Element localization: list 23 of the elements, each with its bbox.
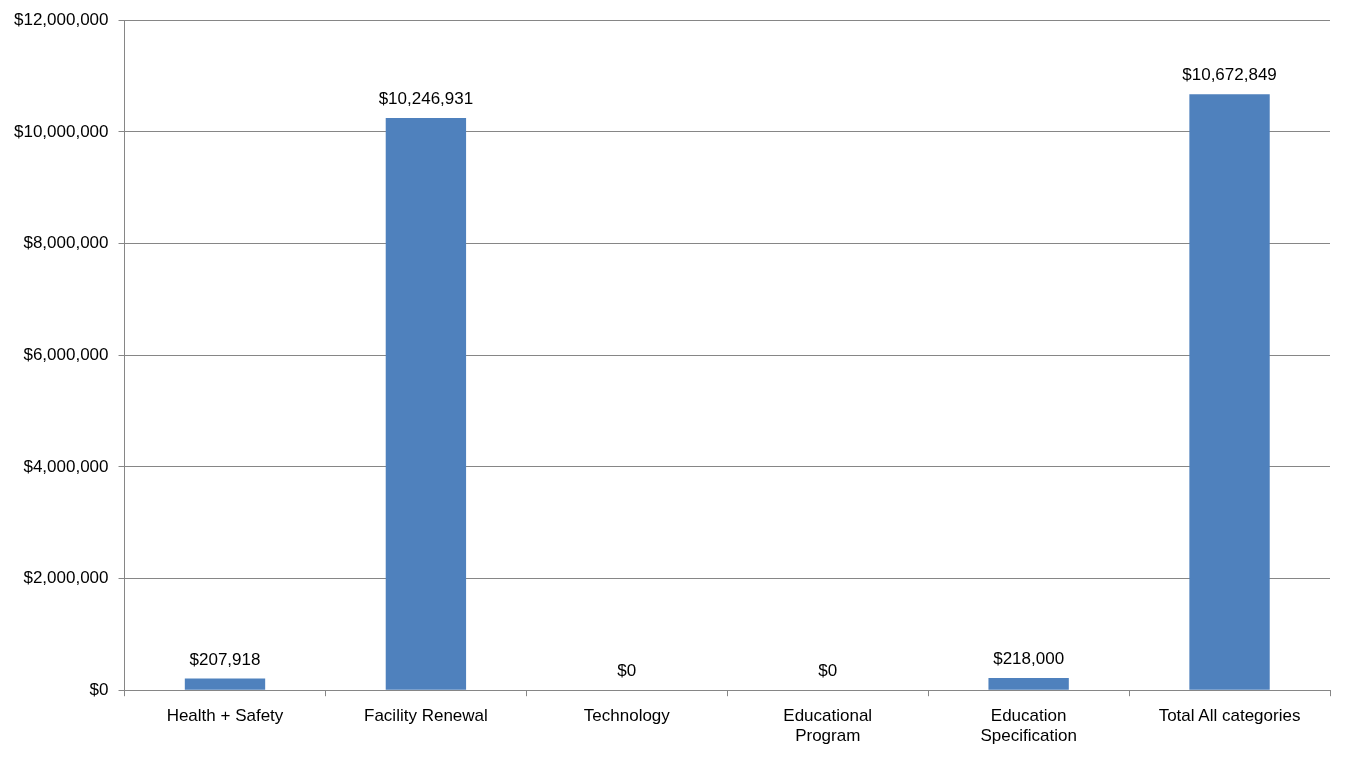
y-tick-label: $8,000,000 xyxy=(23,233,109,253)
y-tick-label: $10,000,000 xyxy=(13,121,109,141)
bar xyxy=(988,678,1069,690)
data-label: $10,246,931 xyxy=(378,89,474,109)
x-tick-label: Facility Renewal xyxy=(364,706,488,726)
x-tick-label: Education Specification xyxy=(980,706,1077,746)
data-label: $0 xyxy=(617,661,637,681)
data-label: $0 xyxy=(818,661,838,681)
y-tick-label: $12,000,000 xyxy=(13,9,109,29)
data-label: $10,672,849 xyxy=(1182,65,1277,85)
y-tick-label: $0 xyxy=(89,679,109,699)
x-tick-label: Health + Safety xyxy=(166,706,284,726)
data-label: $207,918 xyxy=(189,649,261,669)
x-tick-label: Total All categories xyxy=(1158,706,1301,726)
x-tick-label: Educational Program xyxy=(783,706,873,746)
y-tick-label: $6,000,000 xyxy=(23,344,109,364)
x-tick-label: Technology xyxy=(583,706,671,726)
y-tick-label: $2,000,000 xyxy=(23,568,109,588)
bar xyxy=(385,118,467,690)
bar xyxy=(1189,94,1270,690)
bar xyxy=(184,678,266,690)
y-tick-label: $4,000,000 xyxy=(23,456,109,476)
data-label: $218,000 xyxy=(993,649,1065,669)
